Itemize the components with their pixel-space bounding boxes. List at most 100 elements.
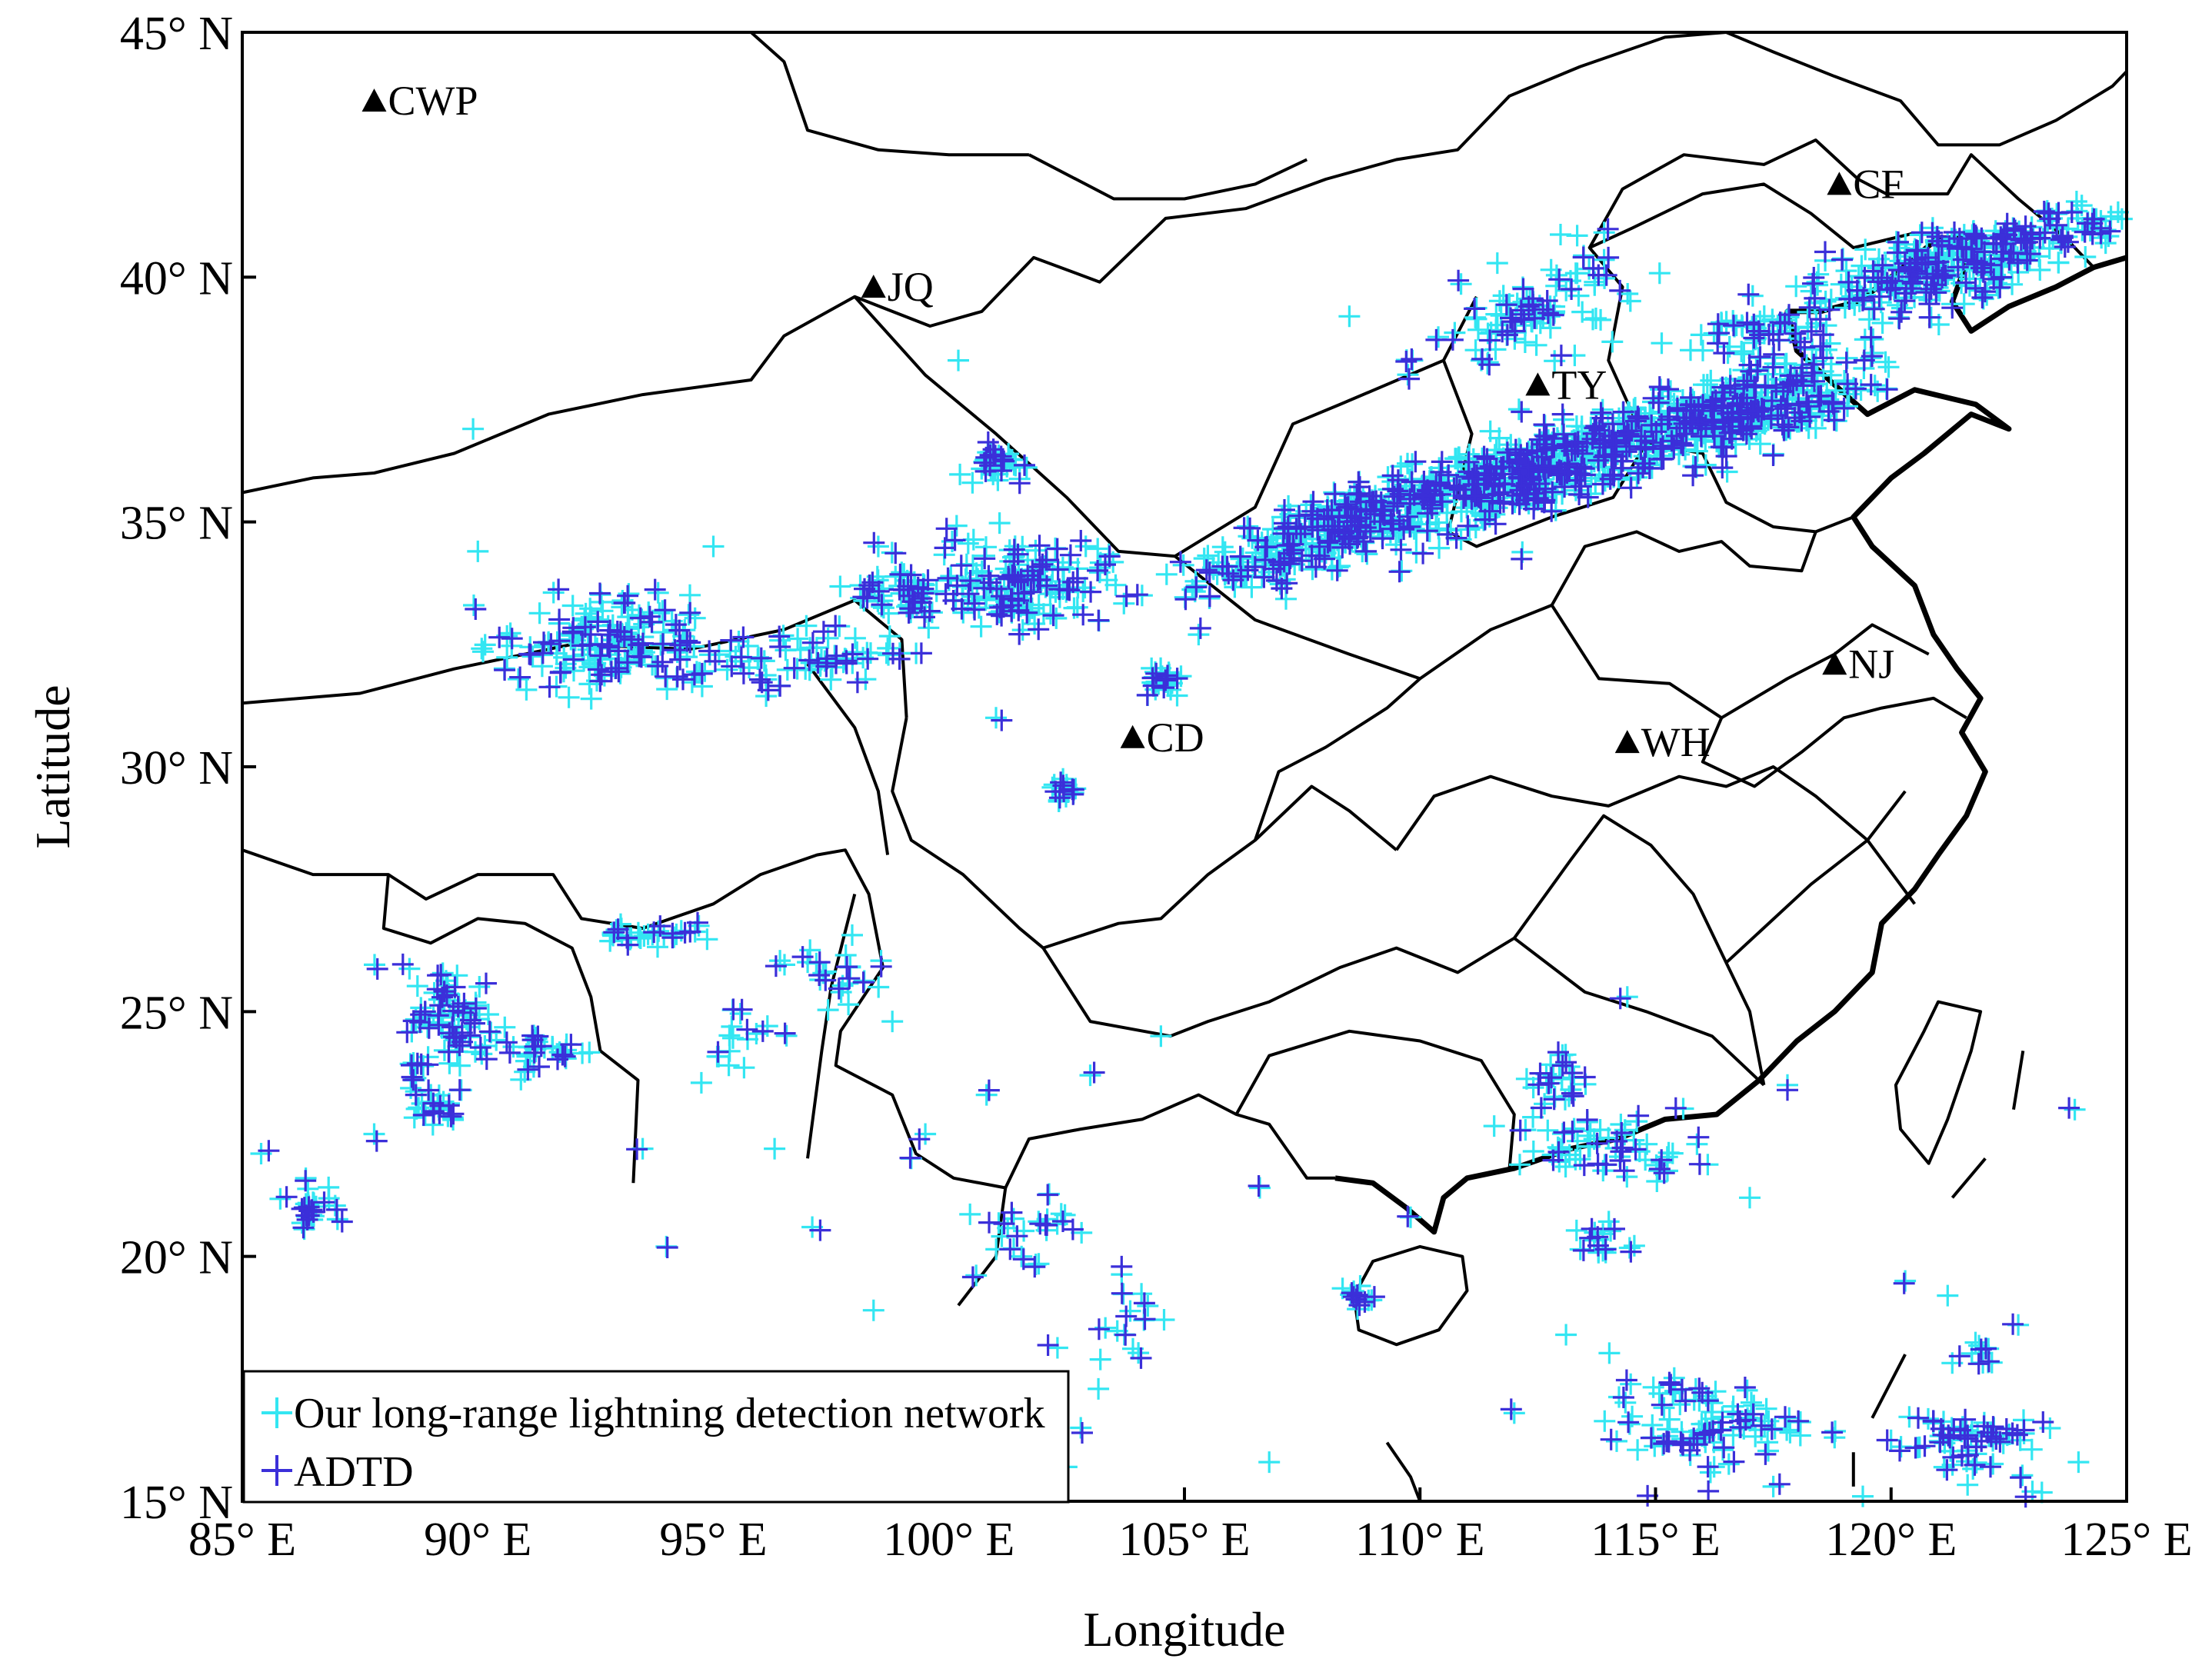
adtd-strike xyxy=(1216,555,1238,578)
adtd-strike xyxy=(1344,510,1366,532)
network-strike xyxy=(578,1041,601,1064)
adtd-strike xyxy=(2004,219,2026,241)
adtd-strike xyxy=(1308,545,1331,567)
adtd-strike xyxy=(750,647,772,669)
adtd-strike xyxy=(1397,505,1418,528)
adtd-strike xyxy=(325,1198,348,1221)
adtd-strike xyxy=(1675,399,1697,421)
adtd-strike xyxy=(977,431,999,453)
adtd-strike xyxy=(836,956,858,978)
adtd-strike xyxy=(258,1140,280,1162)
adtd-strike xyxy=(1066,568,1088,589)
network-strike xyxy=(733,1057,755,1079)
adtd-strike xyxy=(899,1147,921,1169)
adtd-strike xyxy=(1794,336,1816,358)
adtd-strike xyxy=(1412,485,1434,508)
adtd-strike xyxy=(631,632,654,654)
adtd-strike xyxy=(498,1041,521,1064)
adtd-strike xyxy=(550,661,571,683)
adtd-strike xyxy=(638,605,661,628)
adtd-strike xyxy=(1663,437,1685,459)
adtd-strike xyxy=(2021,228,2044,250)
adtd-strike xyxy=(1591,473,1614,495)
adtd-strike xyxy=(870,955,892,978)
network-strike xyxy=(578,673,601,695)
network-strike xyxy=(432,1091,455,1113)
network-strike xyxy=(881,1011,904,1033)
adtd-strike xyxy=(1543,1088,1565,1111)
adtd-strike xyxy=(1265,569,1288,591)
adtd-strike xyxy=(1277,515,1299,538)
adtd-strike xyxy=(1401,348,1423,370)
province-boundary-12 xyxy=(1234,1029,1516,1169)
adtd-strike xyxy=(1989,1431,2011,1453)
adtd-strike xyxy=(1737,283,1760,305)
adtd-strike xyxy=(651,633,674,655)
adtd-strike xyxy=(1198,585,1221,608)
adtd-strike xyxy=(1970,257,1993,279)
network-strike xyxy=(1731,341,1753,362)
adtd-strike xyxy=(1770,395,1792,418)
province-boundary-8 xyxy=(1550,530,1817,606)
adtd-strike xyxy=(1835,351,1857,374)
network-strike xyxy=(1937,1284,1959,1307)
adtd-strike xyxy=(1527,1074,1550,1096)
adtd-strike xyxy=(1904,1437,1927,1459)
adtd-strike xyxy=(959,570,981,591)
adtd-strike xyxy=(1922,1410,1944,1432)
network-strike xyxy=(1555,279,1577,301)
network-strike xyxy=(1237,515,1259,538)
adtd-strike xyxy=(1042,605,1064,627)
adtd-strike xyxy=(1907,240,1929,262)
adtd-strike xyxy=(313,1191,335,1214)
adtd-strike xyxy=(1290,523,1312,545)
adtd-strike xyxy=(1345,498,1368,521)
adtd-strike xyxy=(1821,1421,1844,1444)
network-strike xyxy=(1976,284,1998,306)
adtd-strike xyxy=(1398,368,1420,390)
adtd-strike xyxy=(1115,1305,1138,1327)
taiwan-island xyxy=(1894,1000,1983,1165)
network-strike xyxy=(1104,574,1127,596)
adtd-strike xyxy=(1526,440,1548,462)
network-strike xyxy=(1620,1373,1642,1395)
adtd-strike xyxy=(1642,431,1664,454)
india-border xyxy=(381,874,640,1184)
adtd-strike xyxy=(732,626,755,648)
network-strike xyxy=(1537,1119,1559,1141)
adtd-strike xyxy=(521,1029,544,1051)
network-strike xyxy=(1377,466,1399,488)
network-strike xyxy=(945,515,968,537)
adtd-strike xyxy=(295,1170,317,1192)
adtd-strike xyxy=(1381,465,1404,487)
adtd-strike xyxy=(1632,456,1654,478)
legend-label-network: Our long-range lightning detection netwo… xyxy=(294,1390,1045,1437)
adtd-strike xyxy=(438,1041,460,1063)
adtd-strike xyxy=(1936,1459,1958,1481)
x-tick-label: 85° E xyxy=(188,1514,296,1566)
adtd-strike xyxy=(1799,406,1821,428)
adtd-strike xyxy=(911,588,933,610)
adtd-strike xyxy=(1278,534,1301,556)
adtd-strike xyxy=(1611,1137,1634,1159)
adtd-strike xyxy=(1777,1079,1798,1101)
network-strike xyxy=(1128,1342,1150,1364)
adtd-strike xyxy=(1715,445,1737,468)
adtd-strike xyxy=(934,537,956,559)
station-label-jq: JQ xyxy=(888,264,934,310)
adtd-strike xyxy=(1230,565,1252,588)
network-strike xyxy=(1451,501,1472,523)
adtd-strike xyxy=(1484,513,1507,535)
adtd-strike xyxy=(560,1034,582,1056)
network-strike xyxy=(1509,1154,1531,1176)
adtd-strike xyxy=(1561,1082,1583,1104)
adtd-strike xyxy=(1500,1398,1522,1421)
adtd-strike xyxy=(1762,445,1784,466)
adtd-strike xyxy=(1319,530,1341,552)
adtd-strike xyxy=(768,625,791,648)
network-strike xyxy=(1465,308,1487,330)
adtd-strike xyxy=(1932,260,1954,281)
adtd-strike xyxy=(1597,246,1620,268)
network-strike xyxy=(1507,398,1530,421)
network-strike xyxy=(1699,1461,1721,1484)
